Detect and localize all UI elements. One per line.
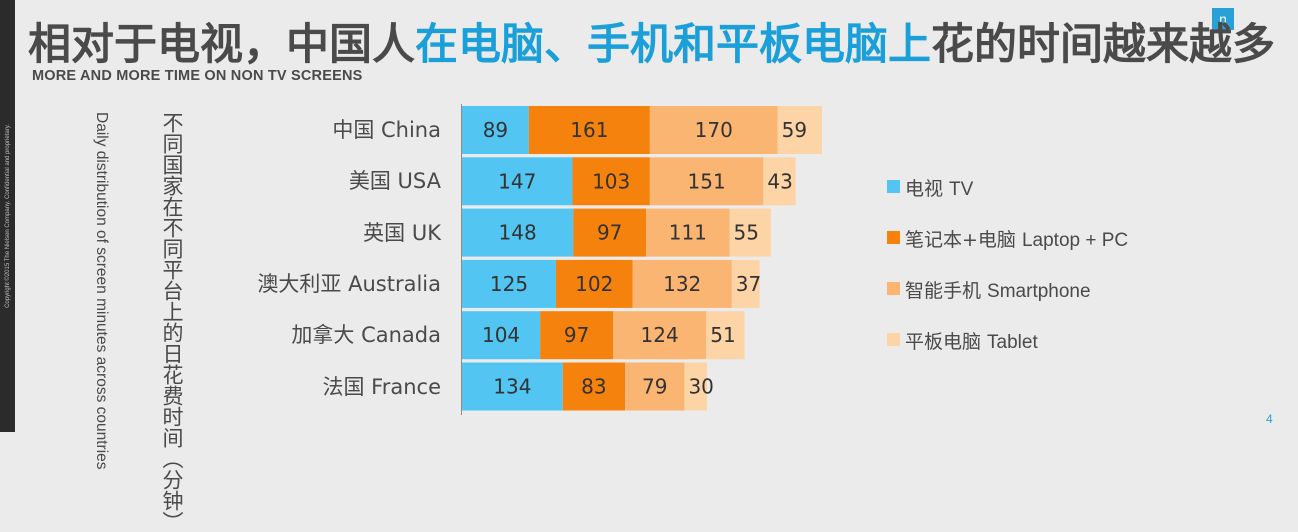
data-label: 147	[498, 169, 536, 193]
legend-label: 智能手机 Smartphone	[905, 280, 1091, 302]
bar-segment	[649, 157, 764, 206]
data-label: 125	[490, 272, 528, 296]
data-label: 134	[493, 375, 531, 399]
bar-segment	[540, 311, 614, 360]
data-label: 111	[669, 221, 707, 245]
title-highlight: 在电脑、手机和平板电脑上	[415, 20, 931, 70]
bar-segment	[528, 106, 650, 154]
y-axis-line	[461, 104, 462, 415]
data-label: 79	[642, 375, 667, 399]
data-label: 104	[482, 323, 520, 347]
data-label: 83	[581, 375, 606, 399]
data-label: 161	[570, 118, 608, 142]
data-label: 151	[688, 169, 726, 193]
stacked-bar-chart: 89 161 170 59 147 103 151 43 148 97 111 55 125 102 132…	[462, 106, 822, 411]
legend-label: 笔记本+电脑 Laptop + PC	[905, 229, 1129, 251]
bar-segment	[462, 208, 574, 257]
category-label: 澳大利亚 Australia	[257, 271, 441, 296]
legend-swatch	[887, 231, 900, 244]
page-number: 4	[1266, 412, 1273, 426]
bar-segment	[646, 208, 730, 257]
data-label: 103	[592, 169, 630, 193]
bar-segment	[649, 106, 778, 154]
bar-segment	[462, 106, 529, 154]
category-label: 法国 France	[322, 374, 441, 399]
data-label: 170	[695, 118, 733, 142]
data-label: 124	[641, 323, 679, 347]
bar-segment	[573, 208, 647, 257]
bar-segment	[562, 362, 626, 411]
title-part-1: 相对于电视，中国人	[28, 20, 415, 70]
bar-segment	[462, 311, 541, 360]
bar-segment	[462, 259, 556, 308]
legend-swatch	[887, 180, 900, 193]
bar-segment	[555, 259, 633, 308]
data-label: 97	[564, 323, 589, 347]
title-part-3: 花的时间越来越多	[931, 20, 1275, 70]
bar-segment	[706, 311, 745, 360]
category-label: 加拿大 Canada	[291, 323, 441, 348]
data-label: 59	[782, 118, 807, 142]
data-label: 55	[734, 221, 759, 245]
page-title: 相对于电视，中国人在电脑、手机和平板电脑上花的时间越来越多	[28, 10, 1275, 72]
left-sidebar-strip	[0, 0, 15, 432]
bar-segment	[684, 362, 707, 411]
category-label: 英国 UK	[363, 220, 441, 245]
bar-segment	[729, 208, 771, 257]
category-label: 中国 China	[332, 118, 441, 142]
bar-segment	[572, 157, 650, 206]
nielsen-logo-icon: n	[1212, 8, 1234, 30]
bar-segment	[625, 362, 685, 411]
data-label: 43	[767, 169, 792, 193]
data-label: 148	[499, 221, 537, 245]
data-label: 51	[710, 323, 735, 347]
bar-segment	[731, 259, 760, 308]
data-label: 30	[688, 375, 713, 399]
data-label: 89	[483, 118, 508, 142]
bar-segment	[462, 362, 563, 411]
legend-label: 平板电脑 Tablet	[905, 331, 1038, 353]
bar-segment	[613, 311, 707, 360]
y-axis-label-english: Daily distribution of screen minutes acr…	[93, 112, 110, 470]
data-label: 132	[663, 272, 701, 296]
category-label: 美国 USA	[348, 169, 441, 194]
legend-swatch	[887, 282, 900, 295]
legend-swatch	[887, 333, 900, 346]
bar-segment	[763, 157, 796, 206]
bar-segment	[632, 259, 732, 308]
data-label: 97	[597, 221, 622, 245]
bar-segment	[777, 106, 822, 154]
bar-segment	[462, 157, 573, 206]
legend-label: 电视 TV	[905, 178, 974, 200]
page-subtitle: MORE AND MORE TIME ON NON TV SCREENS	[32, 68, 363, 84]
data-label: 102	[575, 272, 613, 296]
data-label: 37	[736, 272, 761, 296]
